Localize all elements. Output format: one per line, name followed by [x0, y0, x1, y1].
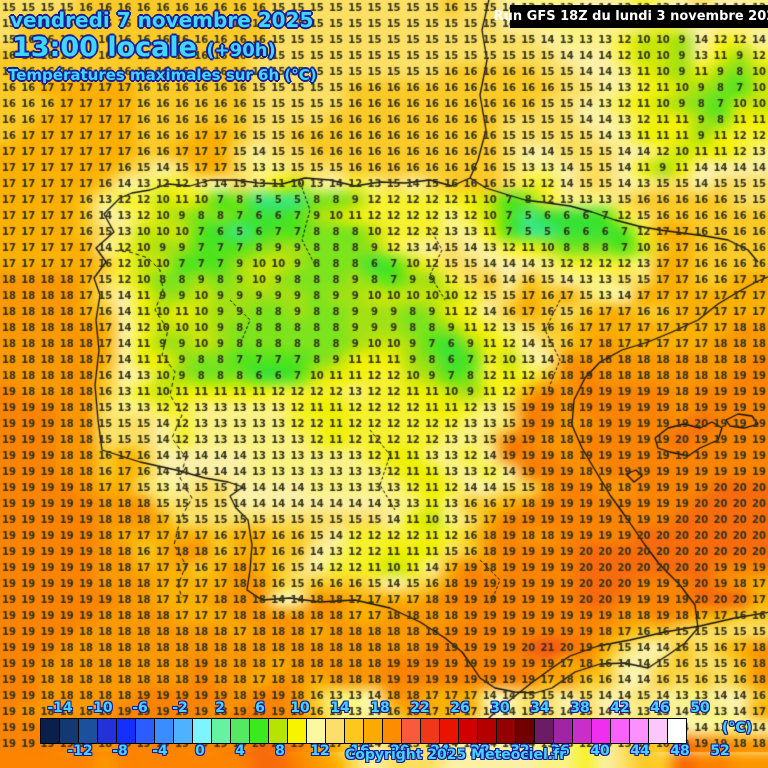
colorbar-tick-label: 14 [330, 700, 350, 716]
colorbar-segment [496, 718, 516, 744]
colorbar-tick-label: 20 [390, 743, 410, 759]
colorbar-segment [249, 718, 269, 744]
colorbar-segment [59, 718, 79, 744]
colorbar-segment [363, 718, 383, 744]
colorbar-tick-label: 32 [510, 743, 530, 759]
colorbar-segment [173, 718, 193, 744]
colorbar-tick-label: -12 [67, 743, 93, 759]
colorbar-segment [268, 718, 288, 744]
colorbar-tick-label: 52 [710, 743, 730, 759]
colorbar-segment [344, 718, 364, 744]
colorbar-segment [553, 718, 573, 744]
colorbar-tick-label: -4 [152, 743, 168, 759]
temperature-colorbar [40, 718, 687, 744]
colorbar-tick-label: 24 [430, 743, 450, 759]
colorbar-segment [192, 718, 212, 744]
copyright-text: Copyright 2025 Meteociel.fr [345, 747, 567, 763]
colorbar-segment [420, 718, 440, 744]
colorbar-tick-label: 26 [450, 700, 470, 716]
colorbar-segment [40, 718, 60, 744]
colorbar-tick-label: 2 [215, 700, 225, 716]
colorbar-segment [515, 718, 535, 744]
colorbar-tick-label: -2 [172, 700, 188, 716]
colorbar-segment [648, 718, 668, 744]
model-run-banner: Run GFS 18Z du lundi 3 novembre 2025 [494, 5, 768, 28]
colorbar-segment [116, 718, 136, 744]
colorbar-segment [667, 718, 687, 744]
colorbar-segment [287, 718, 307, 744]
colorbar-tick-label: -14 [47, 700, 73, 716]
colorbar-segment [211, 718, 231, 744]
colorbar-tick-label: 28 [470, 743, 490, 759]
colorbar-tick-label: -10 [87, 700, 113, 716]
colorbar-segment [135, 718, 155, 744]
colorbar-segment [610, 718, 630, 744]
forecast-hour-offset: (+90h) [206, 40, 276, 61]
colorbar-tick-label: -8 [112, 743, 128, 759]
time-value: 13:00 locale [12, 32, 197, 63]
map-subtitle: Températures maximales sur 6h (°C) [8, 66, 317, 84]
colorbar-tick-label: 44 [630, 743, 650, 759]
colorbar-tick-label: 48 [670, 743, 690, 759]
colorbar-tick-label: 22 [410, 700, 430, 716]
colorbar-segment [230, 718, 250, 744]
colorbar-segment [439, 718, 459, 744]
colorbar-tick-label: 34 [530, 700, 550, 716]
colorbar-segment [325, 718, 345, 744]
colorbar-segment [97, 718, 117, 744]
colorbar-segment [458, 718, 478, 744]
colorbar-segment [78, 718, 98, 744]
colorbar-tick-label: 36 [550, 743, 570, 759]
colorbar-tick-label: -6 [132, 700, 148, 716]
colorbar-tick-label: 40 [590, 743, 610, 759]
colorbar-tick-label: 12 [310, 743, 330, 759]
colorbar-tick-label: 42 [610, 700, 630, 716]
colorbar-tick-label: 18 [370, 700, 390, 716]
time-line: 13:00 locale (+90h) [12, 32, 276, 63]
colorbar-tick-label: 50 [690, 700, 710, 716]
colorbar-unit-label: (°C) [722, 720, 753, 736]
colorbar-tick-label: 6 [255, 700, 265, 716]
colorbar-segment [306, 718, 326, 744]
colorbar-tick-label: 16 [350, 743, 370, 759]
colorbar-tick-label: 10 [290, 700, 310, 716]
colorbar-tick-label: 8 [275, 743, 285, 759]
colorbar-segment [534, 718, 554, 744]
colorbar-segment [629, 718, 649, 744]
colorbar-tick-label: 46 [650, 700, 670, 716]
colorbar-segment [154, 718, 174, 744]
colorbar-segment [591, 718, 611, 744]
colorbar-tick-label: 38 [570, 700, 590, 716]
colorbar-segment [572, 718, 592, 744]
date-line: vendredi 7 novembre 2025 [10, 8, 314, 32]
colorbar-tick-label: 0 [195, 743, 205, 759]
colorbar-tick-label: 4 [235, 743, 245, 759]
colorbar-tick-label: 30 [490, 700, 510, 716]
colorbar-segment [401, 718, 421, 744]
colorbar-segment [477, 718, 497, 744]
colorbar-segment [382, 718, 402, 744]
